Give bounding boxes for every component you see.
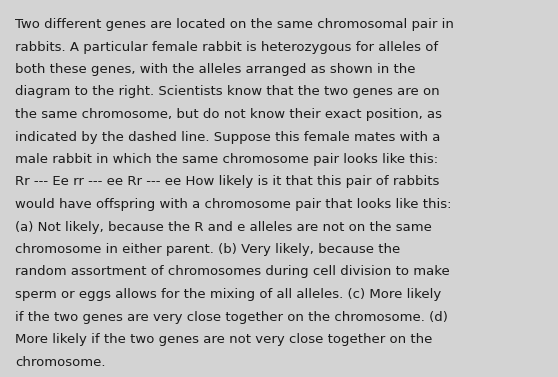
Text: More likely if the two genes are not very close together on the: More likely if the two genes are not ver… <box>15 333 432 346</box>
Text: the same chromosome, but do not know their exact position, as: the same chromosome, but do not know the… <box>15 108 442 121</box>
Text: indicated by the dashed line. Suppose this female mates with a: indicated by the dashed line. Suppose th… <box>15 130 440 144</box>
Text: rabbits. A particular female rabbit is heterozygous for alleles of: rabbits. A particular female rabbit is h… <box>15 40 438 54</box>
Text: random assortment of chromosomes during cell division to make: random assortment of chromosomes during … <box>15 265 450 279</box>
Text: chromosome in either parent. (b) Very likely, because the: chromosome in either parent. (b) Very li… <box>15 243 400 256</box>
Text: both these genes, with the alleles arranged as shown in the: both these genes, with the alleles arran… <box>15 63 416 76</box>
Text: Rr --- Ee rr --- ee Rr --- ee How likely is it that this pair of rabbits: Rr --- Ee rr --- ee Rr --- ee How likely… <box>15 176 439 188</box>
Text: chromosome.: chromosome. <box>15 356 105 368</box>
Text: Two different genes are located on the same chromosomal pair in: Two different genes are located on the s… <box>15 18 454 31</box>
Text: if the two genes are very close together on the chromosome. (d): if the two genes are very close together… <box>15 311 448 323</box>
Text: would have offspring with a chromosome pair that looks like this:: would have offspring with a chromosome p… <box>15 198 451 211</box>
Text: male rabbit in which the same chromosome pair looks like this:: male rabbit in which the same chromosome… <box>15 153 438 166</box>
Text: diagram to the right. Scientists know that the two genes are on: diagram to the right. Scientists know th… <box>15 86 440 98</box>
Text: sperm or eggs allows for the mixing of all alleles. (c) More likely: sperm or eggs allows for the mixing of a… <box>15 288 441 301</box>
Text: (a) Not likely, because the R and e alleles are not on the same: (a) Not likely, because the R and e alle… <box>15 221 432 233</box>
